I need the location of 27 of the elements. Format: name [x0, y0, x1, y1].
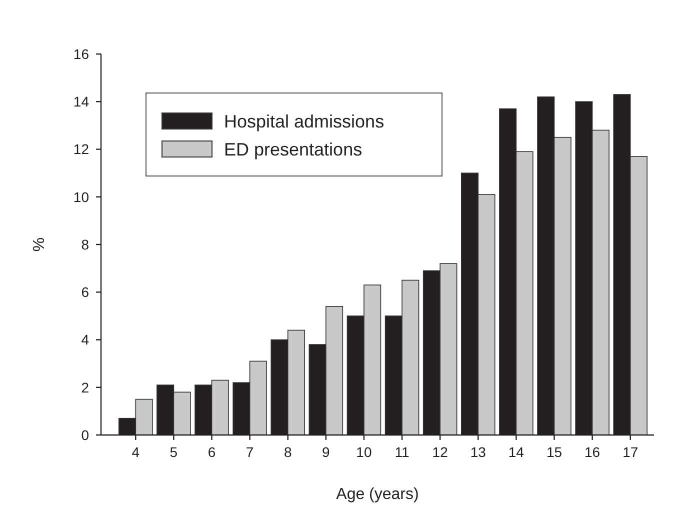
y-tick-label: 10 — [73, 188, 90, 205]
y-tick-label: 12 — [73, 141, 90, 158]
legend-label: Hospital admissions — [224, 111, 384, 132]
x-tick-label: 7 — [246, 444, 254, 460]
x-tick-label: 8 — [284, 444, 292, 460]
x-tick-label: 10 — [356, 444, 372, 460]
x-tick-label: 13 — [470, 444, 486, 460]
y-tick-label: 0 — [81, 426, 90, 443]
x-tick-label: 11 — [394, 444, 410, 460]
x-tick-label: 15 — [546, 444, 562, 460]
y-tick-label: 2 — [81, 379, 90, 396]
x-tick-label: 16 — [584, 444, 600, 460]
legend-label: ED presentations — [224, 139, 362, 160]
y-tick-label: 4 — [81, 332, 90, 348]
x-tick-label: 4 — [132, 444, 140, 460]
y-tick-label: 16 — [73, 46, 90, 62]
x-tick-label: 12 — [432, 444, 448, 460]
x-tick-label: 9 — [322, 444, 330, 460]
x-tick-label: 17 — [622, 444, 638, 460]
x-tick-label: 6 — [208, 444, 216, 460]
x-axis-title: Age (years) — [336, 486, 419, 503]
y-axis-title: % — [31, 237, 48, 252]
y-tick-label: 14 — [73, 94, 90, 110]
y-tick-label: 8 — [81, 236, 90, 252]
x-tick-label: 14 — [508, 444, 524, 460]
y-tick-label: 6 — [81, 284, 90, 300]
x-tick-label: 5 — [170, 444, 178, 460]
